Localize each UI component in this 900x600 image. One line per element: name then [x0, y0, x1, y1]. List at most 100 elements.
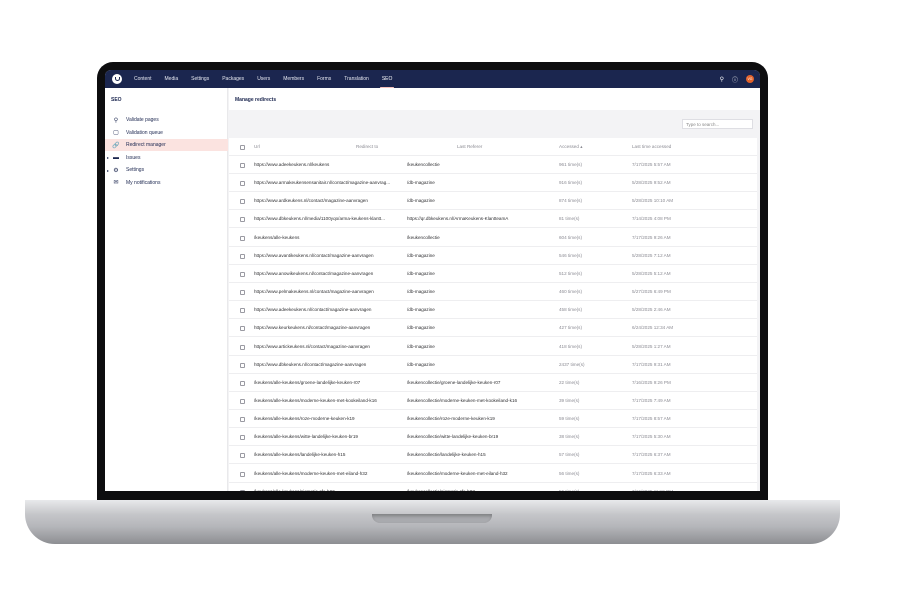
- search-input[interactable]: Type to search...: [682, 119, 753, 129]
- redirect-to-cell: /keukencollectie/pigmatic-sfa-h03: [407, 489, 475, 491]
- row-checkbox[interactable]: [240, 235, 245, 241]
- accessed-cell: 38 time(s): [559, 434, 580, 440]
- url-cell: https://www.avantikeukens.nl/contact/mag…: [254, 252, 374, 258]
- redirect-to-cell: /db-magazine: [407, 307, 435, 313]
- row-checkbox[interactable]: [240, 417, 245, 423]
- table-row[interactable]: /keukens/alle-keukens/keukencollectie 604…: [229, 229, 757, 247]
- page-title: Manage redirects: [229, 88, 760, 110]
- sidebar-item-label: Issues: [126, 154, 141, 161]
- help-icon[interactable]: ⓘ: [731, 77, 738, 84]
- table-row[interactable]: /keukens/alle-keukens/witte-landelijke-k…: [229, 428, 757, 447]
- column-last-referer[interactable]: Last Referer: [457, 144, 483, 149]
- row-checkbox[interactable]: [240, 217, 245, 223]
- row-checkbox[interactable]: [240, 326, 245, 332]
- accessed-cell: 59 time(s): [559, 416, 580, 422]
- table-row[interactable]: https://www.dbkeukens.nl/media/1100yqo/a…: [229, 210, 757, 229]
- url-cell: https://www.adeekeukens.nl/contact/magaz…: [254, 307, 372, 313]
- table-row[interactable]: https://www.avantikeukens.nl/contact/mag…: [229, 247, 757, 265]
- nav-content[interactable]: Content: [134, 76, 152, 82]
- column-accessed[interactable]: Accessed ▴: [559, 144, 583, 149]
- table-header: Url Redirect to Last Referer Accessed ▴ …: [229, 138, 757, 156]
- accessed-cell: 916 time(s): [559, 180, 582, 186]
- row-checkbox[interactable]: [240, 362, 245, 368]
- row-checkbox[interactable]: [240, 344, 245, 350]
- redirect-to-cell: /db-magazine: [407, 361, 435, 367]
- accessed-cell: 961 time(s): [559, 162, 582, 167]
- row-checkbox[interactable]: [240, 271, 245, 277]
- url-cell: https://www.keurkeukens.nl/contact/magaz…: [254, 325, 371, 331]
- last-time-cell: 7/17/2025 9:26 AM: [632, 234, 671, 240]
- column-last-time-accessed[interactable]: Last time accessed: [632, 144, 672, 149]
- nav-media[interactable]: Media: [164, 76, 179, 82]
- redirect-to-cell: /db-magazine: [407, 270, 435, 276]
- table-row[interactable]: https://www.adeekeukens.nl/keukens/keuke…: [229, 156, 757, 174]
- nav-members[interactable]: Members: [283, 76, 305, 82]
- table-row[interactable]: https://www.ardkeukens.nl/contact/magazi…: [229, 192, 757, 211]
- table-row[interactable]: https://www.artickeukens.nl/contact/maga…: [229, 338, 757, 356]
- link-icon: 🔗: [112, 142, 120, 149]
- accessed-cell: 22 time(s): [559, 379, 580, 385]
- accessed-cell: 57 time(s): [559, 452, 580, 458]
- nav-packages[interactable]: Packages: [222, 76, 245, 82]
- url-cell: https://www.armakeukensensanitair.nl/con…: [254, 180, 391, 186]
- row-checkbox[interactable]: [240, 380, 245, 386]
- nav-users[interactable]: Users: [257, 76, 271, 82]
- redirect-to-cell: /keukencollectie: [407, 162, 440, 167]
- sidebar-item-issues[interactable]: ▸ ▬ Issues: [105, 152, 228, 164]
- nav-settings[interactable]: Settings: [191, 76, 210, 82]
- row-checkbox[interactable]: [240, 290, 245, 296]
- table-row[interactable]: https://www.armakeukensensanitair.nl/con…: [229, 174, 757, 193]
- redirect-to-cell: /keukencollectie/moderne-keuken-met-eila…: [407, 470, 508, 476]
- accessed-cell: 56 time(s): [559, 489, 579, 491]
- caret-right-icon[interactable]: ▸: [107, 155, 110, 160]
- table-row[interactable]: https://www.pelmakeukens.nl/contact/maga…: [229, 283, 757, 302]
- row-checkbox[interactable]: [240, 163, 245, 168]
- column-url[interactable]: Url: [254, 144, 260, 149]
- row-checkbox[interactable]: [240, 199, 245, 205]
- url-cell: /keukens/alle-keukens/moderne-keuken-met…: [254, 470, 368, 476]
- select-all-checkbox[interactable]: [240, 145, 245, 150]
- table-row[interactable]: https://www.keurkeukens.nl/contact/magaz…: [229, 319, 757, 338]
- table-row[interactable]: https://www.dbkeukens.nl/contact/magazin…: [229, 356, 757, 374]
- nav-translation[interactable]: Translation: [344, 76, 369, 82]
- sidebar-item-validate-pages[interactable]: ⚲ Validate pages: [105, 114, 228, 126]
- row-checkbox[interactable]: [240, 398, 245, 404]
- last-time-cell: 6/24/2025 12:34 AM: [632, 325, 674, 331]
- redirects-table: Url Redirect to Last Referer Accessed ▴ …: [229, 138, 757, 491]
- row-checkbox[interactable]: [240, 471, 245, 477]
- redirect-to-cell: /keukencollectie/moderne-keuken-met-kook…: [407, 397, 518, 403]
- column-redirect-to[interactable]: Redirect to: [356, 144, 379, 149]
- table-row[interactable]: /keukens/alle-keukens/moderne-keuken-met…: [229, 465, 757, 483]
- row-checkbox[interactable]: [240, 181, 245, 187]
- row-checkbox[interactable]: [240, 453, 245, 459]
- search-icon[interactable]: ⚲: [719, 76, 724, 83]
- queue-icon: ▢: [113, 130, 119, 136]
- url-cell: /keukens/alle-keukens/pigmatic-sfa-h03: [254, 489, 335, 491]
- accessed-cell: 2437 time(s): [559, 361, 585, 367]
- url-cell: /keukens/alle-keukens/moderne-keuken-met…: [254, 397, 377, 403]
- table-row[interactable]: /keukens/alle-keukens/moderne-keuken-met…: [229, 392, 757, 410]
- sidebar-item-redirect-manager[interactable]: 🔗 Redirect manager: [105, 139, 228, 151]
- row-checkbox[interactable]: [240, 489, 245, 491]
- last-time-cell: 7/17/2025 6:33 AM: [632, 470, 671, 476]
- table-row[interactable]: https://www.adeekeukens.nl/contact/magaz…: [229, 301, 757, 320]
- table-row[interactable]: /keukens/alle-keukens/pigmatic-sfa-h03/k…: [229, 483, 757, 491]
- caret-right-icon[interactable]: ▸: [107, 167, 110, 173]
- table-row[interactable]: https://www.anowikeukens.nl/contact/maga…: [229, 265, 757, 283]
- umbraco-logo[interactable]: [112, 74, 122, 84]
- accessed-cell: 874 time(s): [559, 198, 582, 204]
- row-checkbox[interactable]: [240, 253, 245, 259]
- table-row[interactable]: /keukens/alle-keukens/groene-landelijke-…: [229, 374, 757, 392]
- sidebar-item-my-notifications[interactable]: ✉ My notifications: [105, 177, 228, 189]
- row-checkbox[interactable]: [240, 308, 245, 314]
- sidebar-item-validation-queue[interactable]: ▢ Validation queue: [105, 127, 228, 139]
- last-time-cell: 5/28/2025 10:10 AM: [632, 198, 674, 204]
- nav-seo[interactable]: SEO: [379, 70, 394, 88]
- sidebar-item-settings[interactable]: ▸ ⚙ Settings: [105, 164, 228, 176]
- avatar[interactable]: VG: [746, 75, 754, 83]
- nav-forms[interactable]: Forms: [317, 76, 332, 82]
- table-row[interactable]: /keukens/alle-keukens/landelijke-keuken-…: [229, 446, 757, 465]
- row-checkbox[interactable]: [240, 435, 245, 441]
- table-row[interactable]: /keukens/alle-keukens/roze-moderne-keuke…: [229, 410, 757, 429]
- redirect-to-cell: /db-magazine: [407, 252, 435, 258]
